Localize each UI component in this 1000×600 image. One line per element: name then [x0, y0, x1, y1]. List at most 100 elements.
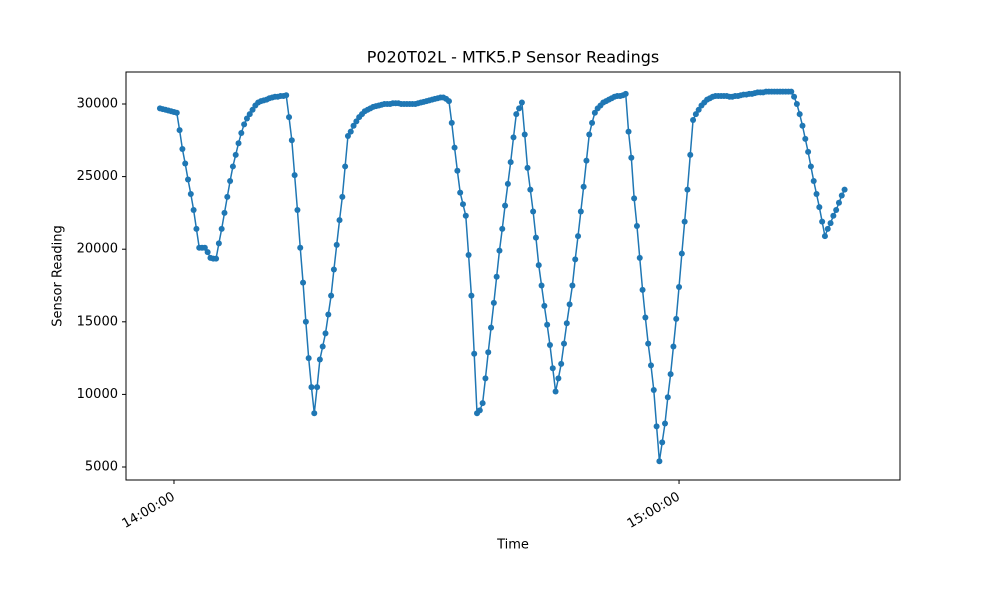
- data-point: [454, 167, 461, 174]
- data-point: [499, 225, 506, 232]
- data-point: [670, 343, 677, 350]
- data-point: [589, 119, 596, 126]
- data-point: [791, 93, 798, 100]
- data-point: [235, 140, 242, 147]
- y-tick-label: 25000: [77, 169, 118, 184]
- data-point: [580, 183, 587, 190]
- data-point: [572, 256, 579, 263]
- data-point: [645, 340, 652, 347]
- data-point: [316, 356, 323, 363]
- data-point: [300, 279, 307, 286]
- data-point: [288, 137, 295, 144]
- data-point: [182, 160, 189, 167]
- data-point: [215, 240, 222, 247]
- data-point: [201, 244, 208, 251]
- y-tick-label: 10000: [77, 387, 118, 402]
- data-point: [465, 252, 472, 259]
- data-point: [457, 189, 464, 196]
- data-point: [305, 355, 312, 362]
- data-point: [544, 321, 551, 328]
- data-point: [541, 302, 548, 309]
- data-point: [516, 105, 523, 112]
- data-point: [448, 119, 455, 126]
- data-point: [524, 164, 531, 171]
- data-point: [799, 122, 806, 129]
- data-point: [695, 106, 702, 113]
- data-point: [479, 400, 486, 407]
- data-point: [558, 360, 565, 367]
- data-point: [650, 387, 657, 394]
- data-point: [532, 234, 539, 241]
- data-point: [291, 172, 298, 179]
- data-point: [664, 394, 671, 401]
- data-point: [793, 101, 800, 108]
- data-point: [243, 115, 250, 122]
- data-point: [347, 128, 354, 135]
- data-point: [468, 292, 475, 299]
- data-point: [459, 201, 466, 208]
- data-point: [246, 111, 253, 118]
- data-point: [462, 212, 469, 219]
- data-point: [339, 193, 346, 200]
- data-point: [238, 130, 245, 137]
- data-point: [816, 204, 823, 211]
- data-point: [213, 255, 220, 262]
- data-point: [204, 249, 211, 256]
- data-point: [622, 90, 629, 97]
- data-point: [681, 218, 688, 225]
- data-point: [353, 118, 360, 125]
- data-point: [566, 301, 573, 308]
- data-point: [311, 410, 318, 417]
- data-point: [821, 233, 828, 240]
- data-point: [504, 180, 511, 187]
- data-point: [662, 420, 669, 427]
- data-point: [502, 202, 509, 209]
- data-point: [344, 132, 351, 139]
- x-axis-label: Time: [496, 538, 529, 553]
- data-point: [684, 186, 691, 193]
- data-point: [179, 146, 186, 153]
- data-point: [555, 375, 562, 382]
- data-point: [176, 127, 183, 134]
- data-point: [297, 244, 304, 251]
- data-point: [496, 247, 503, 254]
- data-point: [538, 282, 545, 289]
- data-point: [232, 151, 239, 158]
- data-point: [445, 98, 452, 105]
- data-point: [283, 92, 290, 99]
- data-point: [633, 222, 640, 229]
- data-point: [530, 208, 537, 215]
- data-point: [342, 163, 349, 170]
- data-point: [286, 114, 293, 121]
- data-point: [224, 193, 231, 200]
- data-point: [471, 350, 478, 357]
- data-point: [333, 241, 340, 248]
- data-point: [185, 176, 192, 183]
- data-point: [796, 111, 803, 118]
- data-point: [583, 157, 590, 164]
- data-point: [625, 128, 632, 135]
- data-point: [482, 375, 489, 382]
- data-point: [807, 163, 814, 170]
- data-point: [676, 283, 683, 290]
- data-point: [586, 131, 593, 138]
- data-point: [521, 131, 528, 138]
- data-point: [647, 362, 654, 369]
- data-point: [659, 439, 666, 446]
- data-point: [336, 217, 343, 224]
- y-tick-label: 20000: [77, 242, 118, 257]
- data-point: [330, 266, 337, 273]
- data-point: [302, 318, 309, 325]
- data-point: [552, 388, 559, 395]
- data-point: [518, 99, 525, 106]
- data-point: [591, 109, 598, 116]
- data-point: [830, 212, 837, 219]
- data-point: [563, 320, 570, 327]
- data-point: [476, 407, 483, 414]
- data-point: [819, 218, 826, 225]
- data-point: [805, 148, 812, 155]
- data-point: [451, 144, 458, 151]
